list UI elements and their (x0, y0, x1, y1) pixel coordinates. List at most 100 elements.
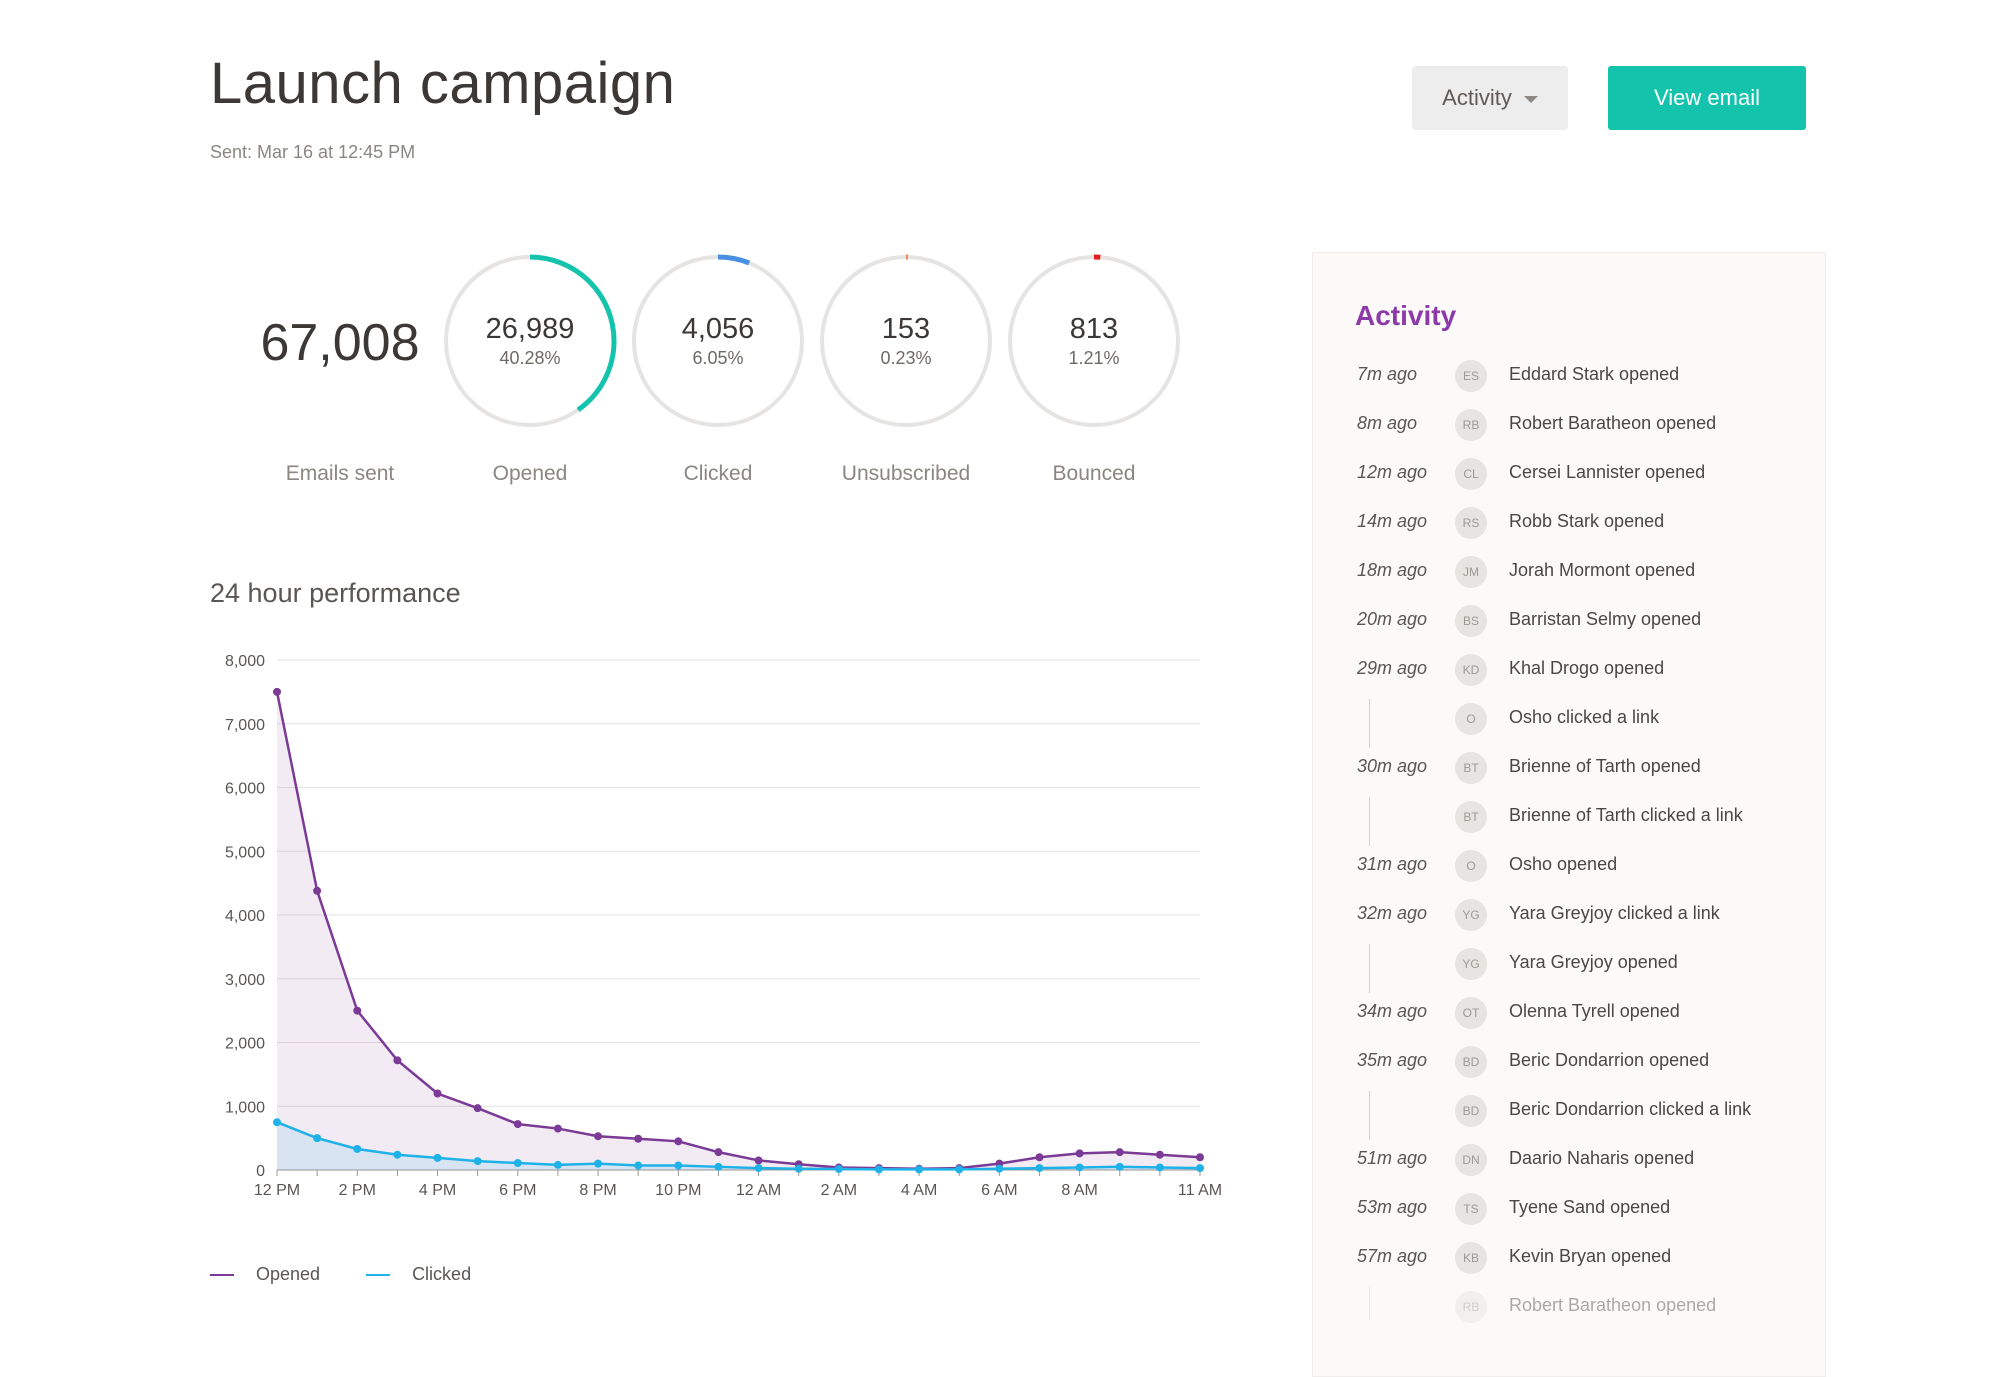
data-point-opened (393, 1056, 402, 1065)
y-tick-label: 6,000 (225, 781, 265, 798)
data-point-opened (513, 1120, 522, 1129)
activity-time: 14m ago (1357, 511, 1428, 531)
legend-item-clicked[interactable]: Clicked (366, 1264, 471, 1285)
activity-time: 12m ago (1357, 462, 1428, 482)
y-tick-label: 8,000 (225, 653, 265, 670)
legend-item-opened[interactable]: Opened (210, 1264, 320, 1285)
activity-text: Tyene Sand opened (1509, 1197, 1671, 1217)
activity-item[interactable]: RB Robert Baratheon opened (1313, 1287, 1825, 1336)
activity-item[interactable]: 7m ago ES Eddard Stark opened (1313, 356, 1825, 405)
data-point-opened (1155, 1150, 1164, 1159)
data-point-opened (674, 1137, 683, 1146)
x-tick-label: 8 AM (1061, 1182, 1097, 1199)
activity-item[interactable]: O Osho clicked a link (1313, 699, 1825, 748)
data-point-clicked (1115, 1162, 1124, 1171)
y-tick-label: 3,000 (225, 972, 265, 989)
x-tick-label: 12 PM (254, 1182, 300, 1199)
activity-item[interactable]: BT Brienne of Tarth clicked a link (1313, 797, 1825, 846)
data-point-clicked (1155, 1163, 1164, 1172)
x-tick-label: 2 PM (339, 1182, 376, 1199)
activity-time: 32m ago (1357, 903, 1428, 923)
activity-item[interactable]: 57m ago KB Kevin Bryan opened (1313, 1238, 1825, 1287)
activity-item[interactable]: 18m ago JM Jorah Mormont opened (1313, 552, 1825, 601)
activity-item[interactable]: 51m ago DN Daario Naharis opened (1313, 1140, 1825, 1189)
ring-value-clicked: 4,056 (681, 313, 755, 345)
activity-item[interactable]: 20m ago BS Barristan Selmy opened (1313, 601, 1825, 650)
timeline-line (1369, 1091, 1370, 1140)
activity-time: 20m ago (1357, 609, 1428, 629)
activity-text: Khal Drogo opened (1509, 658, 1665, 678)
data-point-opened (1035, 1153, 1044, 1162)
activity-time: 18m ago (1357, 560, 1428, 580)
y-tick-label: 1,000 (225, 1099, 265, 1116)
activity-text: Yara Greyjoy opened (1509, 952, 1678, 972)
data-point-clicked (1035, 1164, 1044, 1173)
activity-item[interactable]: 29m ago KD Khal Drogo opened (1313, 650, 1825, 699)
data-point-opened (433, 1089, 442, 1098)
data-point-clicked (273, 1118, 281, 1127)
activity-text: Osho clicked a link (1509, 707, 1660, 727)
activity-text: Olenna Tyrell opened (1509, 1001, 1680, 1021)
x-tick-label: 2 AM (821, 1182, 857, 1199)
activity-text: Beric Dondarrion clicked a link (1509, 1099, 1752, 1119)
avatar: OT (1455, 997, 1487, 1029)
data-point-opened (353, 1006, 362, 1015)
sent-date: Sent: Mar 16 at 12:45 PM (210, 142, 416, 162)
activity-text: Eddard Stark opened (1509, 364, 1680, 384)
activity-text: Daario Naharis opened (1509, 1148, 1695, 1168)
activity-item[interactable]: 53m ago TS Tyene Sand opened (1313, 1189, 1825, 1238)
activity-text: Yara Greyjoy clicked a link (1509, 903, 1720, 923)
avatar: BS (1455, 605, 1487, 637)
data-point-opened (1196, 1153, 1204, 1162)
activity-item[interactable]: 12m ago CL Cersei Lannister opened (1313, 454, 1825, 503)
y-tick-label: 7,000 (225, 717, 265, 734)
avatar: RB (1455, 409, 1487, 441)
y-tick-label: 0 (256, 1163, 265, 1180)
view-email-button[interactable]: View email (1608, 66, 1806, 130)
y-tick-label: 4,000 (225, 908, 265, 925)
stat-ring-opened: 26,989 40.28% (442, 253, 618, 429)
chart-legend: Opened Clicked (210, 1264, 471, 1285)
activity-item[interactable]: BD Beric Dondarrion clicked a link (1313, 1091, 1825, 1140)
legend-swatch-opened (210, 1273, 234, 1276)
ring-text-opened: 26,989 40.28% (442, 253, 618, 429)
activity-item[interactable]: 14m ago RS Robb Stark opened (1313, 503, 1825, 552)
x-tick-label: 6 PM (499, 1182, 536, 1199)
timeline-line (1369, 797, 1370, 846)
ring-text-clicked: 4,056 6.05% (630, 253, 806, 429)
data-point-clicked (513, 1158, 522, 1167)
activity-time: 53m ago (1357, 1197, 1428, 1217)
avatar: YG (1455, 948, 1487, 980)
activity-item[interactable]: 35m ago BD Beric Dondarrion opened (1313, 1042, 1825, 1091)
emails-sent-label: Emails sent (285, 462, 395, 485)
ring-value-opened: 26,989 (485, 313, 575, 345)
activity-time: 29m ago (1357, 658, 1428, 678)
data-point-clicked (794, 1164, 803, 1173)
activity-item[interactable]: 31m ago O Osho opened (1313, 846, 1825, 895)
activity-item[interactable]: YG Yara Greyjoy opened (1313, 944, 1825, 993)
ring-value-bounced: 813 (1069, 313, 1119, 345)
data-point-opened (714, 1148, 723, 1157)
stat-ring-unsubscribed: 153 0.23% (818, 253, 994, 429)
x-tick-label: 4 AM (901, 1182, 937, 1199)
activity-item[interactable]: 30m ago BT Brienne of Tarth opened (1313, 748, 1825, 797)
page-title: Launch campaign (210, 51, 676, 116)
avatar: BD (1455, 1095, 1487, 1127)
data-point-opened (553, 1124, 562, 1133)
activity-text: Kevin Bryan opened (1509, 1246, 1672, 1266)
data-point-clicked (353, 1144, 362, 1153)
activity-item[interactable]: 34m ago OT Olenna Tyrell opened (1313, 993, 1825, 1042)
activity-item[interactable]: 8m ago RB Robert Baratheon opened (1313, 405, 1825, 454)
ring-progress-unsubscribed (819, 254, 993, 428)
activity-time: 31m ago (1357, 854, 1428, 874)
stat-ring-bounced: 813 1.21% (1006, 253, 1182, 429)
data-point-clicked (594, 1159, 603, 1168)
activity-item[interactable]: 32m ago YG Yara Greyjoy clicked a link (1313, 895, 1825, 944)
ring-percent-opened: 40.28% (499, 348, 561, 368)
data-point-opened (273, 687, 281, 696)
data-point-clicked (754, 1164, 763, 1173)
data-point-clicked (714, 1162, 723, 1171)
activity-dropdown[interactable]: Activity (1412, 66, 1568, 130)
avatar: O (1455, 703, 1487, 735)
data-point-opened (1075, 1149, 1084, 1158)
